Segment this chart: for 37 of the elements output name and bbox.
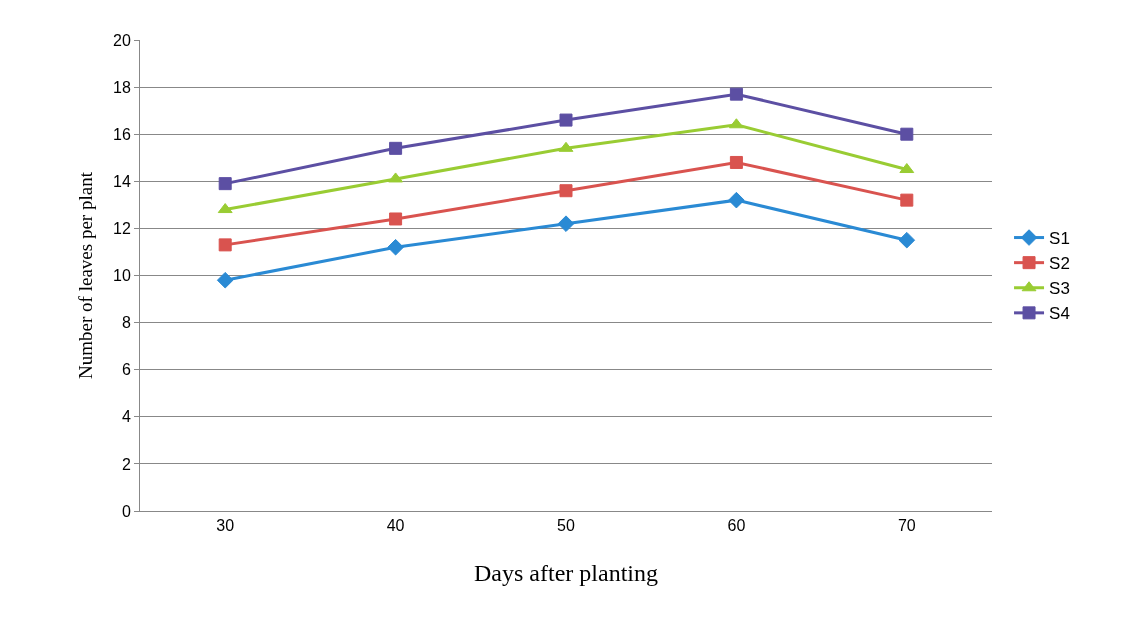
point: [898, 231, 916, 249]
y-tick-label: 10: [113, 267, 131, 285]
x-tick-label: 30: [216, 517, 235, 535]
point: [218, 238, 232, 252]
point: [559, 184, 573, 198]
y-tick-label: 8: [121, 314, 131, 332]
point: [557, 215, 575, 232]
point: [218, 177, 232, 191]
x-tick-label: 70: [897, 517, 916, 535]
legend-label: S3: [1049, 279, 1070, 299]
x-axis-title: Days after planting: [474, 559, 658, 586]
y-tick-label: 0: [121, 502, 131, 520]
y-tick-label: 16: [113, 125, 131, 143]
y-tick-label: 4: [121, 408, 131, 426]
x-tick-label: 60: [727, 517, 746, 535]
x-tick-label: 40: [386, 517, 405, 535]
point: [900, 193, 914, 207]
legend-label: S4: [1049, 304, 1070, 324]
y-tick-label: 2: [121, 455, 131, 473]
point: [389, 212, 403, 226]
y-axis-title: Number of leaves per plant: [74, 171, 96, 379]
point: [729, 87, 743, 101]
y-tick-label: 18: [113, 78, 131, 96]
legend-label: S1: [1049, 229, 1070, 249]
x-tick-label: 50: [557, 517, 575, 535]
y-tick-label: 6: [121, 361, 131, 379]
point: [389, 141, 403, 155]
y-tick-label: 14: [113, 172, 131, 190]
point: [216, 271, 234, 289]
legend-label: S2: [1049, 254, 1070, 274]
y-tick-label: 12: [113, 220, 131, 237]
y-tick-label: 20: [113, 31, 131, 49]
point: [559, 113, 573, 127]
point: [728, 191, 745, 209]
point: [387, 238, 404, 256]
point: [900, 127, 914, 141]
point: [729, 155, 743, 169]
